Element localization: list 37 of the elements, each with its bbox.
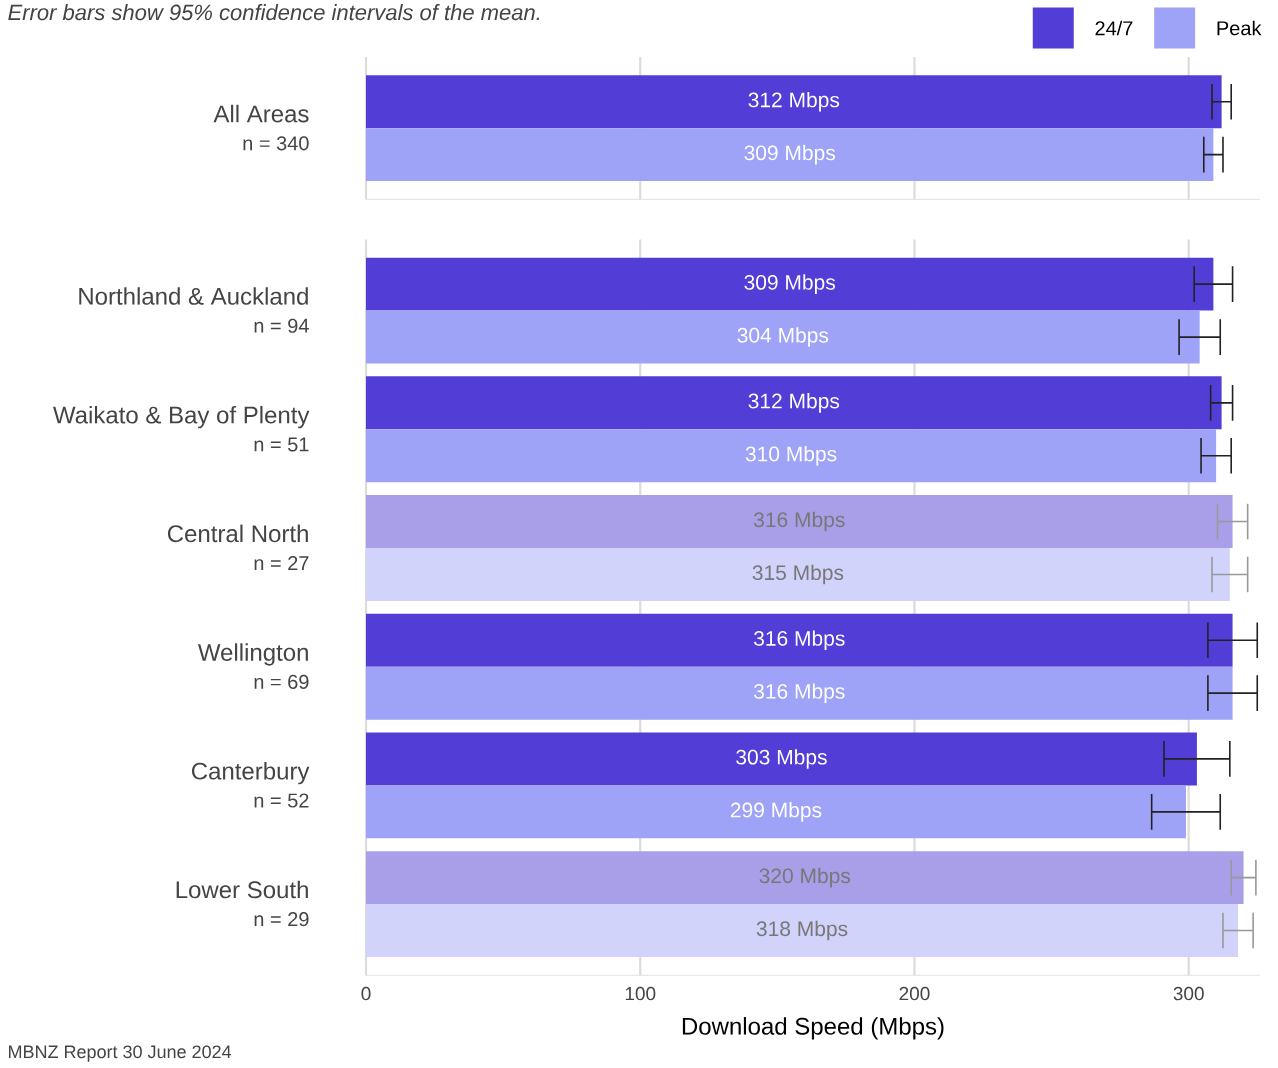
legend-label: 24/7 [1095, 20, 1133, 36]
x-tick-label: 200 [899, 986, 930, 1001]
data-label: 312 Mbps [748, 91, 840, 112]
text: n = 340 [243, 136, 309, 151]
x-tick-label: 300 [1173, 986, 1204, 1001]
y-tick-label: Wellington [197, 643, 308, 666]
x-tick-label: 100 [625, 986, 656, 1001]
y-tick-label: Lower South [176, 880, 308, 899]
text: n = 69 [254, 674, 309, 689]
y-tick-label: All Areas [213, 104, 309, 123]
data-label: 320 Mbps [759, 867, 851, 888]
data-label: 299 Mbps [730, 802, 822, 822]
x-tick-label: 0 [361, 986, 371, 1001]
data-label: 303 Mbps [736, 749, 827, 769]
y-tick-label: Northland & Auckland [79, 287, 308, 305]
data-label: 316 Mbps [753, 511, 845, 532]
y-tick-label: Central North [167, 524, 308, 543]
data-label: 310 Mbps [745, 445, 837, 466]
data-label: 316 Mbps [753, 630, 845, 651]
data-label: 318 Mbps [756, 920, 848, 941]
y-tick-label: Canterbury [191, 761, 310, 785]
text: n = 27 [254, 556, 309, 570]
legend-label: Peak [1217, 20, 1262, 36]
text: n = 29 [254, 912, 309, 927]
data-label: 309 Mbps [744, 274, 836, 294]
text: n = 52 [254, 793, 309, 808]
data-label: 312 Mbps [748, 393, 840, 413]
text: MBNZ Report 30 June 2024 [9, 1045, 232, 1062]
text: n = 51 [254, 437, 309, 452]
data-label: 309 Mbps [744, 144, 836, 165]
data-label: 304 Mbps [737, 327, 829, 347]
data-label: 315 Mbps [752, 564, 844, 585]
chart-subtitle: Error bars show 95% confidence intervals of the mean. [8, 4, 540, 21]
y-tick-label: Waikato & Bay of Plenty [53, 405, 310, 429]
x-axis-title: Download Speed (Mbps) [682, 1017, 944, 1040]
data-label: 316 Mbps [753, 683, 845, 703]
text: n = 94 [254, 318, 309, 333]
